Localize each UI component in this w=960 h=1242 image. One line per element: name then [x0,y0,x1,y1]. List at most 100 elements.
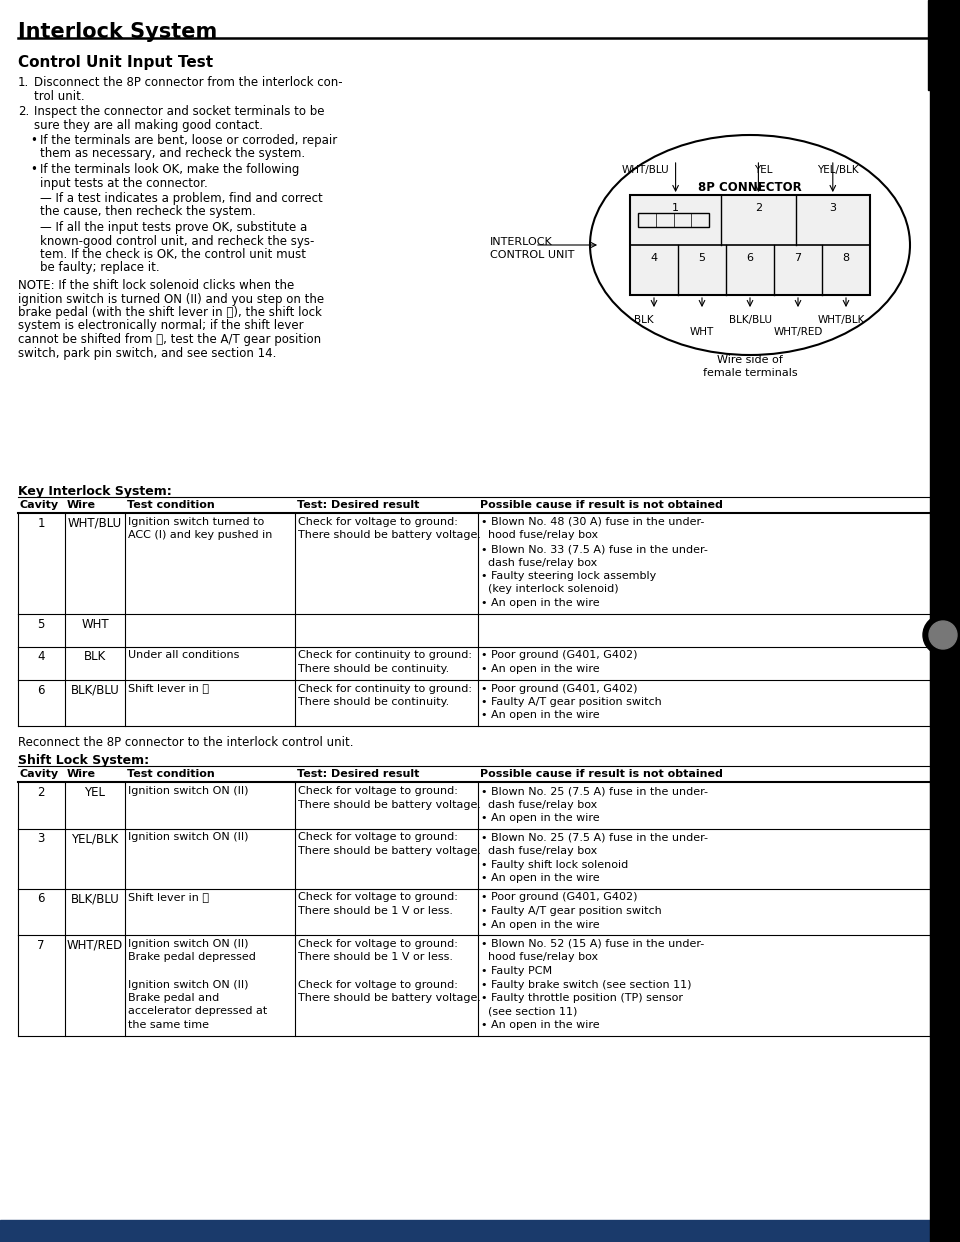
Text: Check for voltage to ground:: Check for voltage to ground: [298,980,458,990]
Text: Check for voltage to ground:: Check for voltage to ground: [298,786,458,796]
Text: female terminals: female terminals [703,368,798,378]
Text: 3: 3 [829,202,836,212]
Text: Disconnect the 8P connector from the interlock con-: Disconnect the 8P connector from the int… [34,76,343,89]
Text: Check for voltage to ground:: Check for voltage to ground: [298,939,458,949]
Text: BLK/BLU: BLK/BLU [71,683,119,697]
Text: Check for continuity to ground:: Check for continuity to ground: [298,651,472,661]
Text: input tests at the connector.: input tests at the connector. [40,176,207,190]
Text: • An open in the wire: • An open in the wire [481,919,600,929]
Text: 1: 1 [37,517,45,530]
Text: • An open in the wire: • An open in the wire [481,1020,600,1030]
Text: Shift Lock System:: Shift Lock System: [18,754,149,768]
Text: INTERLOCK: INTERLOCK [490,237,553,247]
Text: Possible cause if result is not obtained: Possible cause if result is not obtained [480,769,723,779]
Text: Check for voltage to ground:: Check for voltage to ground: [298,832,458,842]
Text: Interlock System: Interlock System [18,22,217,42]
Text: dash fuse/relay box: dash fuse/relay box [481,846,597,856]
Text: 6: 6 [37,683,45,697]
Text: 1.: 1. [18,76,29,89]
Text: 8P CONNECTOR: 8P CONNECTOR [698,181,802,194]
Bar [930,0,960,1242]
Text: Key Interlock System:: Key Interlock System: [18,484,172,498]
Text: ACC (I) and key pushed in: ACC (I) and key pushed in [128,530,273,540]
Text: 1: 1 [672,202,679,212]
Text: Cavity: Cavity [20,501,60,510]
Text: 5: 5 [699,253,706,263]
Text: • Faulty steering lock assembly: • Faulty steering lock assembly [481,571,657,581]
Text: accelerator depressed at: accelerator depressed at [128,1006,267,1016]
Text: There should be battery voltage.: There should be battery voltage. [298,530,481,540]
Text: WHT/BLU: WHT/BLU [68,517,122,530]
Text: Ignition switch ON (II): Ignition switch ON (II) [128,786,249,796]
Text: • An open in the wire: • An open in the wire [481,710,600,720]
Text: Test: Desired result: Test: Desired result [297,501,420,510]
Text: Inspect the connector and socket terminals to be: Inspect the connector and socket termina… [34,106,324,118]
Text: There should be battery voltage.: There should be battery voltage. [298,846,481,856]
Bar [630,195,870,296]
Text: YEL: YEL [755,165,773,175]
Text: • An open in the wire: • An open in the wire [481,597,600,609]
Text: • Poor ground (G401, G402): • Poor ground (G401, G402) [481,683,637,693]
Text: — If all the input tests prove OK, substitute a: — If all the input tests prove OK, subst… [40,221,307,233]
Text: Check for voltage to ground:: Check for voltage to ground: [298,517,458,527]
Text: 4: 4 [37,651,45,663]
Text: BLK/BLU: BLK/BLU [729,315,772,325]
Text: Possible cause if result is not obtained: Possible cause if result is not obtained [480,501,723,510]
Text: There should be continuity.: There should be continuity. [298,697,449,707]
Text: WHT: WHT [690,327,714,337]
Text: BLK: BLK [635,315,654,325]
Text: There should be battery voltage.: There should be battery voltage. [298,800,481,810]
Text: Wire: Wire [67,769,96,779]
Text: • Faulty PCM: • Faulty PCM [481,966,552,976]
Text: YEL/BLK: YEL/BLK [817,165,858,175]
Text: WHT/RED: WHT/RED [774,327,823,337]
Text: • Poor ground (G401, G402): • Poor ground (G401, G402) [481,893,637,903]
Text: • Faulty throttle position (TP) sensor: • Faulty throttle position (TP) sensor [481,994,683,1004]
Text: • Blown No. 25 (7.5 A) fuse in the under-: • Blown No. 25 (7.5 A) fuse in the under… [481,786,708,796]
Text: WHT/BLK: WHT/BLK [817,315,865,325]
Text: • An open in the wire: • An open in the wire [481,814,600,823]
Text: Test: Desired result: Test: Desired result [297,769,420,779]
Bar [638,212,709,227]
Text: ignition switch is turned ON (II) and you step on the: ignition switch is turned ON (II) and yo… [18,293,324,306]
Text: Shift lever in Ⓟ: Shift lever in Ⓟ [128,893,209,903]
Text: • Faulty A/T gear position switch: • Faulty A/T gear position switch [481,697,661,707]
Text: • Faulty shift lock solenoid: • Faulty shift lock solenoid [481,859,628,869]
Text: 2: 2 [755,202,762,212]
Text: •: • [30,134,36,147]
Text: Test condition: Test condition [127,501,215,510]
Text: Under all conditions: Under all conditions [128,651,239,661]
Text: switch, park pin switch, and see section 14.: switch, park pin switch, and see section… [18,347,276,359]
Text: cannot be shifted from Ⓟ, test the A/T gear position: cannot be shifted from Ⓟ, test the A/T g… [18,333,322,347]
Text: 3: 3 [37,832,45,846]
Text: Brake pedal depressed: Brake pedal depressed [128,953,256,963]
Text: YEL: YEL [84,786,106,799]
Text: system is electronically normal; if the shift lever: system is electronically normal; if the … [18,319,303,333]
Text: •: • [30,163,36,176]
Text: • Blown No. 33 (7.5 A) fuse in the under-: • Blown No. 33 (7.5 A) fuse in the under… [481,544,708,554]
Text: carmanualsonline.info: carmanualsonline.info [399,1238,531,1242]
Text: NOTE: If the shift lock solenoid clicks when the: NOTE: If the shift lock solenoid clicks … [18,279,295,292]
Text: There should be 1 V or less.: There should be 1 V or less. [298,953,453,963]
Text: There should be continuity.: There should be continuity. [298,664,449,674]
Text: them as necessary, and recheck the system.: them as necessary, and recheck the syste… [40,148,305,160]
Text: the cause, then recheck the system.: the cause, then recheck the system. [40,205,256,219]
Text: Test condition: Test condition [127,769,215,779]
Text: Ignition switch ON (II): Ignition switch ON (II) [128,939,249,949]
Text: Wire: Wire [67,501,96,510]
Text: BLK: BLK [84,651,107,663]
Text: 4: 4 [651,253,658,263]
Text: Control Unit Input Test: Control Unit Input Test [18,55,213,70]
Text: Cavity: Cavity [20,769,60,779]
Text: the same time: the same time [128,1020,209,1030]
Text: • Blown No. 48 (30 A) fuse in the under-: • Blown No. 48 (30 A) fuse in the under- [481,517,705,527]
Text: sure they are all making good contact.: sure they are all making good contact. [34,118,263,132]
Text: Shift lever in Ⓟ: Shift lever in Ⓟ [128,683,209,693]
Text: Ignition switch turned to: Ignition switch turned to [128,517,264,527]
Text: hood fuse/relay box: hood fuse/relay box [481,953,598,963]
Text: hood fuse/relay box: hood fuse/relay box [481,530,598,540]
Text: (key interlock solenoid): (key interlock solenoid) [481,585,618,595]
Text: (see section 11): (see section 11) [481,1006,577,1016]
Text: Check for voltage to ground:: Check for voltage to ground: [298,893,458,903]
Text: dash fuse/relay box: dash fuse/relay box [481,800,597,810]
